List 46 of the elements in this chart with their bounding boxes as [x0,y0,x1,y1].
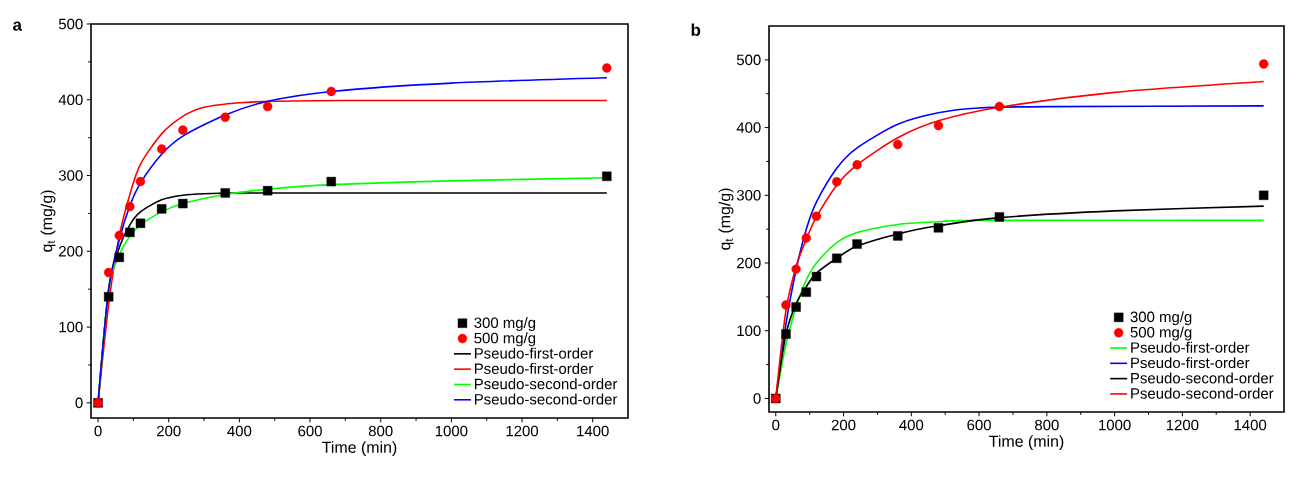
x-tick-label: 1000 [1099,419,1131,431]
legend-label: 300 mg/g [474,317,536,331]
legend-label: Pseudo-second-order [1131,387,1274,399]
x-tick-label: 400 [899,419,924,431]
chart-title: a [13,21,23,31]
legend-label: Pseudo-first-order [474,347,594,359]
y-tick-label: 300 [58,170,83,181]
y-tick-label: 200 [59,246,83,257]
x-tick-label: 1400 [1234,419,1267,431]
x-tick-label: 1200 [1166,419,1199,431]
legend-label: Pseudo-first-order [1131,357,1250,369]
x-tick-label: 1400 [577,425,609,437]
x-tick-label: 600 [298,425,322,437]
y-tick-label: 0 [753,393,761,404]
x-tick-label: 800 [368,425,393,437]
legend-label: 500 mg/g [474,332,536,347]
y-tick-label: 100 [737,325,761,337]
y-axis-title: q$_{t}$ (mg/g) [718,188,734,250]
x-tick-label: 800 [1035,419,1059,431]
x-tick-label: 600 [967,419,991,431]
x-axis-title: Time (min) [322,441,397,457]
legend-label: Pseudo-first-order [474,362,594,374]
x-axis-title: Time (min) [989,435,1064,451]
legend-label: Pseudo-second-order [474,378,618,390]
x-tick-label: 0 [94,425,102,437]
x-tick-label: 0 [772,419,780,431]
chart-title: b [691,23,701,36]
legend-label: Pseudo-second-order [474,393,618,405]
y-tick-label: 400 [736,122,761,133]
x-tick-label: 200 [831,419,856,431]
legend-label: 300 mg/g [1130,311,1192,326]
legend-label: Pseudo-second-order [1131,372,1274,384]
legend-label: Pseudo-first-order [1131,341,1250,353]
x-tick-label: 1200 [506,425,539,437]
x-tick-label: 400 [227,425,252,437]
y-axis-title: q$_{t}$ (mg/g) [40,190,56,252]
legend-label: 500 mg/g [1130,326,1192,341]
y-tick-label: 100 [59,321,83,333]
y-tick-label: 0 [75,397,83,409]
y-tick-label: 300 [736,190,761,201]
y-tick-label: 400 [58,94,83,106]
x-tick-label: 1000 [435,425,468,437]
x-tick-label: 200 [157,425,181,437]
y-tick-label: 500 [736,54,761,66]
y-tick-label: 200 [737,257,761,269]
y-tick-label: 500 [58,18,83,30]
